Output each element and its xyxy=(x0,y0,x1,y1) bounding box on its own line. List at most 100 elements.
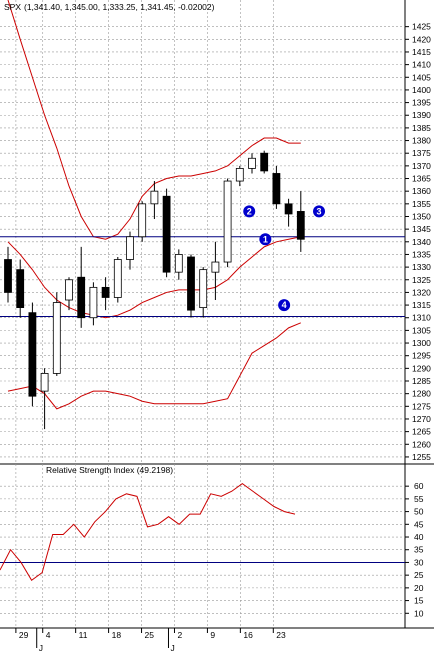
price-y-tick-label: 1370 xyxy=(412,161,431,171)
marker-2: 2 xyxy=(243,205,256,218)
rsi-y-tick-label: 40 xyxy=(414,532,424,542)
rsi-y-tick-label: 50 xyxy=(414,507,424,517)
price-y-tick-label: 1380 xyxy=(412,136,431,146)
marker-label: 2 xyxy=(247,206,252,216)
candle xyxy=(284,198,293,227)
candle xyxy=(28,302,37,407)
price-y-tick-label: 1415 xyxy=(412,47,431,57)
price-y-tick-label: 1390 xyxy=(412,110,431,120)
candle-body xyxy=(77,276,86,319)
candle-body xyxy=(40,373,49,392)
candle xyxy=(162,188,171,278)
candle xyxy=(248,153,256,174)
candle xyxy=(235,165,244,187)
marker-3: 3 xyxy=(313,205,326,218)
rsi-indicator-label: Relative Strength Index (49.2198) xyxy=(46,465,173,475)
price-y-tick-label: 1335 xyxy=(412,249,431,259)
candle-body xyxy=(16,269,25,309)
price-y-tick-label: 1300 xyxy=(412,338,431,348)
rsi-series xyxy=(0,483,296,581)
candle-body xyxy=(235,167,244,182)
candle xyxy=(223,178,232,268)
marker-circle xyxy=(259,233,272,246)
candle xyxy=(260,150,269,174)
price-y-tick-label: 1360 xyxy=(412,186,431,196)
price-y-tick-label: 1425 xyxy=(412,22,431,32)
x-month-label: J xyxy=(170,643,174,653)
x-tick-label: 4 xyxy=(46,630,51,640)
candle xyxy=(296,191,305,252)
price-y-tick-label: 1365 xyxy=(412,174,431,184)
candle-body xyxy=(272,173,281,205)
candle-body xyxy=(199,269,208,309)
marker-circle xyxy=(278,299,291,312)
x-tick-label: 11 xyxy=(79,630,88,640)
candle-body xyxy=(138,203,147,238)
chart-header-quote: (1,341.40, 1,345.00, 1,333.25, 1,341.45,… xyxy=(24,2,215,12)
price-y-tick-label: 1320 xyxy=(412,287,431,297)
annotation-markers: 1 2 3 4 xyxy=(243,205,326,312)
grid-layer xyxy=(0,0,405,628)
axis-labels: 1255126012651270127512801285129012951300… xyxy=(15,22,431,653)
price-y-tick-label: 1270 xyxy=(412,414,431,424)
candle xyxy=(174,249,183,280)
candle xyxy=(16,259,25,318)
candle xyxy=(272,165,281,209)
price-y-tick-label: 1285 xyxy=(412,376,431,386)
candle-body xyxy=(101,286,110,298)
candle xyxy=(126,231,134,270)
candle xyxy=(4,246,12,303)
marker-label: 4 xyxy=(282,300,287,310)
candle xyxy=(150,181,159,220)
x-tick-label: 18 xyxy=(112,630,122,640)
candle-body xyxy=(223,180,232,263)
candle-body xyxy=(162,195,171,273)
candle xyxy=(89,282,98,326)
candle xyxy=(138,201,147,242)
price-y-tick-label: 1305 xyxy=(412,325,431,335)
marker-label: 1 xyxy=(263,234,268,244)
rsi-y-tick-label: 45 xyxy=(414,519,424,529)
rsi-y-tick-label: 15 xyxy=(414,596,424,606)
candle-body xyxy=(284,203,293,215)
rsi-y-tick-label: 35 xyxy=(414,545,424,555)
candle xyxy=(52,292,61,376)
rsi-y-tick-label: 10 xyxy=(414,608,424,618)
price-y-tick-label: 1420 xyxy=(412,34,431,44)
bollinger-lower-line xyxy=(7,322,301,410)
x-tick-label: 23 xyxy=(276,630,286,640)
candle-body xyxy=(4,259,12,293)
price-y-tick-label: 1385 xyxy=(412,123,431,133)
price-y-tick-label: 1350 xyxy=(412,211,431,221)
marker-circle xyxy=(243,205,256,218)
candle-body xyxy=(126,236,134,260)
candle-body xyxy=(260,152,269,172)
price-y-tick-label: 1295 xyxy=(412,351,431,361)
price-y-tick-label: 1315 xyxy=(412,300,431,310)
candle-body xyxy=(28,312,37,397)
candle xyxy=(101,277,110,311)
price-y-tick-label: 1290 xyxy=(412,363,431,373)
price-y-tick-label: 1280 xyxy=(412,389,431,399)
candle-body xyxy=(150,190,159,205)
x-tick-label: 2 xyxy=(177,630,182,640)
marker-label: 3 xyxy=(317,206,322,216)
candle xyxy=(199,267,208,318)
x-tick-label: 9 xyxy=(210,630,215,640)
candle xyxy=(211,241,220,301)
price-y-tick-label: 1255 xyxy=(412,452,431,462)
candle xyxy=(187,254,195,318)
bollinger-middle-line xyxy=(7,236,301,319)
price-y-tick-label: 1330 xyxy=(412,262,431,272)
price-y-tick-label: 1395 xyxy=(412,98,431,108)
candle-body xyxy=(65,279,73,301)
rsi-y-tick-label: 55 xyxy=(414,494,424,504)
rsi-line xyxy=(0,483,296,581)
price-y-tick-label: 1400 xyxy=(412,85,431,95)
marker-1: 1 xyxy=(259,233,272,246)
candle xyxy=(113,256,122,303)
price-y-tick-label: 1260 xyxy=(412,439,431,449)
x-tick-label: 25 xyxy=(145,630,155,640)
x-tick-label: 16 xyxy=(243,630,253,640)
